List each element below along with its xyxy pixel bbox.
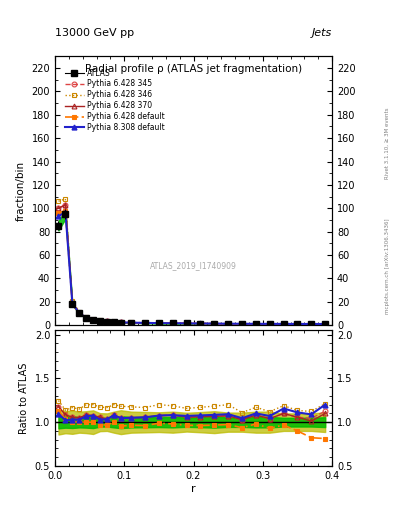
Text: Rivet 3.1.10, ≥ 3M events: Rivet 3.1.10, ≥ 3M events <box>385 108 389 179</box>
Text: ATLAS_2019_I1740909: ATLAS_2019_I1740909 <box>150 262 237 270</box>
X-axis label: r: r <box>191 483 196 494</box>
Legend: ATLAS, Pythia 6.428 345, Pythia 6.428 346, Pythia 6.428 370, Pythia 6.428 defaul: ATLAS, Pythia 6.428 345, Pythia 6.428 34… <box>62 66 168 135</box>
Y-axis label: Ratio to ATLAS: Ratio to ATLAS <box>19 362 29 434</box>
Y-axis label: fraction/bin: fraction/bin <box>16 161 26 221</box>
Text: mcplots.cern.ch [arXiv:1306.3436]: mcplots.cern.ch [arXiv:1306.3436] <box>385 219 389 314</box>
Text: Radial profile ρ (ATLAS jet fragmentation): Radial profile ρ (ATLAS jet fragmentatio… <box>85 65 302 74</box>
Text: 13000 GeV pp: 13000 GeV pp <box>55 28 134 38</box>
Text: Jets: Jets <box>312 28 332 38</box>
